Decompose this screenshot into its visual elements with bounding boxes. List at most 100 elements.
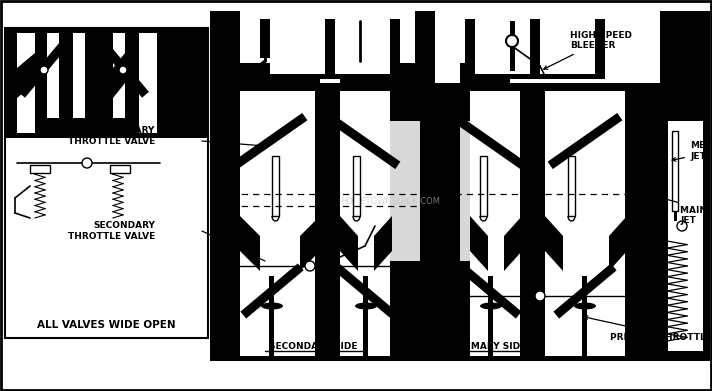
Bar — [668, 121, 703, 351]
Bar — [425, 86, 460, 361]
Bar — [125, 28, 139, 138]
Bar — [440, 11, 590, 81]
Polygon shape — [125, 53, 139, 98]
Circle shape — [305, 261, 315, 271]
Bar — [5, 28, 208, 338]
Ellipse shape — [574, 303, 596, 310]
Bar — [240, 63, 320, 83]
Polygon shape — [233, 113, 308, 169]
Text: SECONDARY
THROTTLE VALVE: SECONDARY THROTTLE VALVE — [68, 221, 155, 241]
Polygon shape — [545, 216, 563, 271]
Polygon shape — [240, 216, 260, 271]
Polygon shape — [17, 53, 35, 98]
Ellipse shape — [355, 303, 377, 310]
Polygon shape — [665, 21, 710, 361]
Polygon shape — [35, 53, 47, 98]
Bar — [545, 86, 625, 356]
Circle shape — [119, 66, 127, 74]
Bar — [425, 11, 665, 83]
Bar — [340, 63, 420, 83]
Bar — [110, 165, 130, 173]
Circle shape — [40, 66, 48, 74]
Bar — [230, 86, 425, 361]
Bar — [465, 19, 605, 79]
Bar — [113, 33, 125, 118]
Bar — [230, 11, 425, 83]
Bar — [363, 276, 368, 356]
Bar — [353, 156, 360, 216]
Polygon shape — [459, 264, 522, 319]
Polygon shape — [113, 53, 125, 98]
Bar — [260, 19, 400, 79]
Bar — [270, 19, 325, 74]
Polygon shape — [333, 264, 397, 319]
Bar — [488, 276, 493, 356]
Polygon shape — [451, 113, 525, 169]
Bar — [660, 11, 665, 83]
Text: HOMETOWNBUICK.COM: HOMETOWNBUICK.COM — [340, 197, 440, 206]
Polygon shape — [470, 216, 488, 271]
Polygon shape — [18, 38, 70, 98]
Bar — [425, 11, 435, 83]
Polygon shape — [300, 216, 320, 271]
Bar — [210, 11, 710, 361]
Circle shape — [535, 291, 545, 301]
Bar — [582, 276, 587, 356]
Bar — [390, 86, 425, 361]
Bar — [139, 33, 157, 133]
Bar — [6, 28, 207, 138]
Bar — [674, 211, 677, 221]
Bar — [210, 11, 230, 361]
Bar — [475, 19, 530, 74]
Bar — [460, 86, 665, 361]
Bar — [340, 86, 390, 356]
Bar — [230, 83, 665, 91]
Text: MAIN DISCHARGE
JET: MAIN DISCHARGE JET — [659, 196, 712, 225]
Text: PRIMARY SIDE: PRIMARY SIDE — [454, 342, 526, 351]
Bar — [520, 86, 545, 356]
Text: ALL VALVES WIDE OPEN: ALL VALVES WIDE OPEN — [37, 320, 176, 330]
Bar — [540, 19, 595, 74]
Bar — [625, 86, 665, 361]
Polygon shape — [609, 216, 627, 271]
Bar — [665, 11, 710, 361]
Circle shape — [82, 158, 92, 168]
Bar — [73, 33, 85, 118]
Ellipse shape — [261, 303, 283, 310]
Text: AUXILIARY
THROTTLE VALVE: AUXILIARY THROTTLE VALVE — [68, 126, 155, 146]
Bar — [210, 11, 216, 111]
Polygon shape — [97, 38, 149, 98]
Bar — [672, 131, 678, 211]
Bar — [230, 11, 380, 81]
Bar — [315, 86, 340, 356]
Bar — [157, 28, 207, 138]
Circle shape — [506, 35, 518, 47]
Bar — [47, 33, 59, 118]
Bar — [240, 58, 320, 63]
Text: METERING
JET: METERING JET — [672, 141, 712, 161]
Bar — [30, 165, 50, 173]
Bar — [700, 11, 706, 111]
Polygon shape — [504, 216, 522, 271]
Polygon shape — [340, 216, 358, 271]
Bar — [460, 121, 620, 261]
Bar — [460, 63, 510, 83]
Bar — [660, 105, 710, 111]
Polygon shape — [241, 264, 303, 319]
Bar — [510, 21, 515, 71]
Bar — [269, 276, 274, 356]
Bar — [480, 156, 487, 216]
Bar — [335, 19, 390, 74]
Bar — [470, 86, 520, 356]
Bar — [240, 86, 320, 356]
Bar — [85, 28, 113, 138]
Bar — [210, 105, 240, 111]
Bar — [230, 11, 240, 83]
Polygon shape — [553, 264, 617, 319]
Bar — [210, 11, 710, 86]
Bar — [35, 28, 47, 138]
Bar — [17, 33, 35, 133]
Text: PRIMARY THROTTLE VALVE: PRIMARY THROTTLE VALVE — [584, 316, 712, 342]
Ellipse shape — [480, 303, 502, 310]
Bar — [272, 156, 279, 216]
